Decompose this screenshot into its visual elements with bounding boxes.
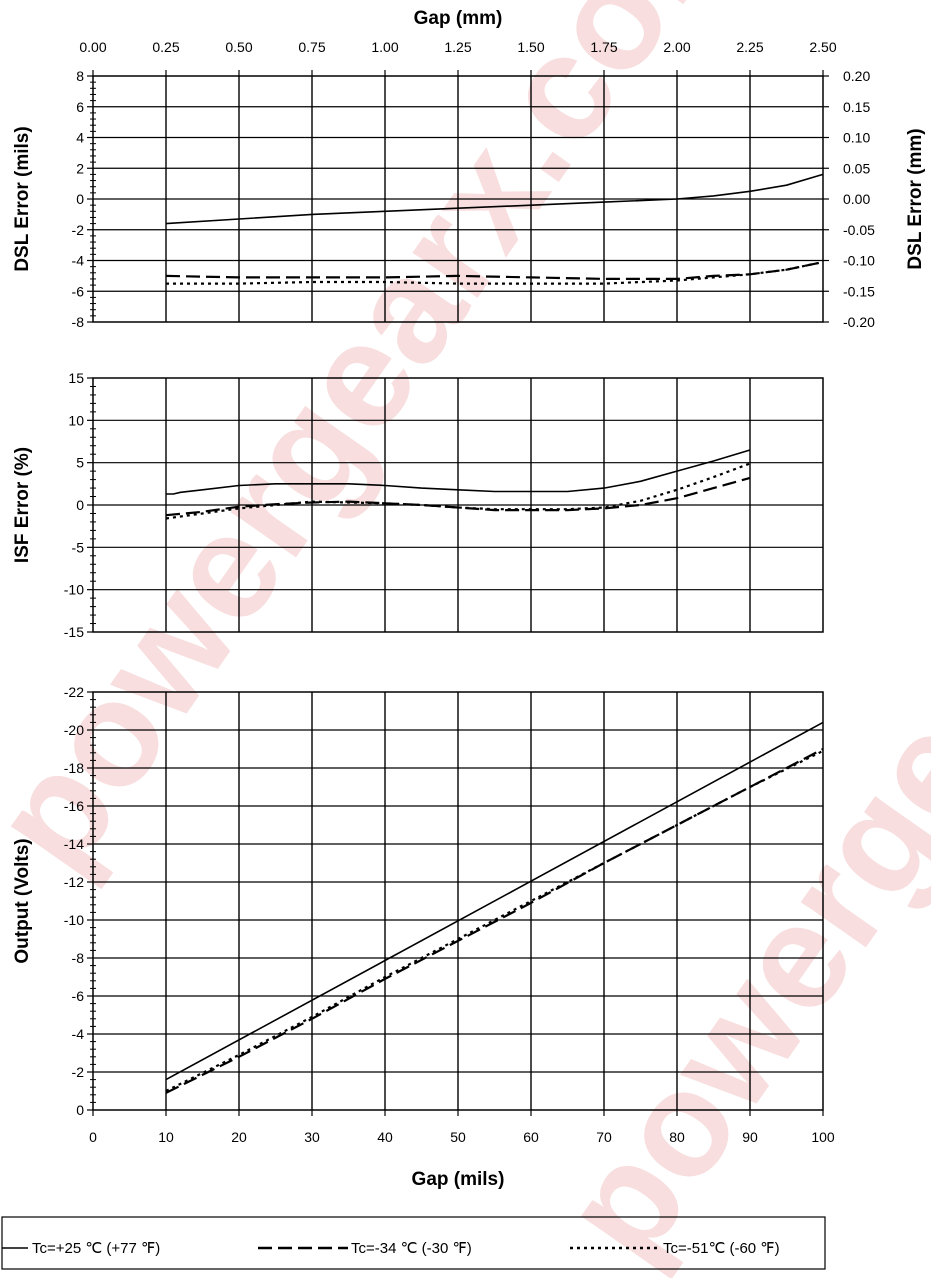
output-xlabel: Gap (mils): [412, 1169, 505, 1190]
dsl-error-top-tick-label: 0.00: [79, 39, 106, 55]
dsl-error-top-tick-label: 2.50: [809, 39, 836, 55]
isf-error-series-solid: [166, 449, 751, 495]
output-ytick-label: -20: [64, 722, 84, 738]
output-ytick-label: -14: [64, 836, 84, 852]
dsl-error-ytick-right-label: -0.20: [843, 314, 875, 330]
output-ytick-label: -6: [72, 988, 85, 1004]
dsl-error-ytick-right-label: 0.20: [843, 68, 870, 84]
watermark-text: powergearx.com: [0, 0, 780, 898]
output-xtick-label: 20: [231, 1129, 247, 1145]
dsl-error-panel: 8 6 4 2 0 -2 -4 -6 -8 0.20 0.15 0.10 0.05 0.00 -0.05 -0…: [12, 8, 926, 330]
dsl-error-ytick-label: -4: [72, 253, 85, 269]
dsl-error-ytick-right-label: -0.15: [843, 283, 875, 299]
dsl-error-top-tick-label: 1.75: [590, 39, 617, 55]
dsl-error-ytick-label: -2: [72, 222, 85, 238]
output-ytick-label: -2: [72, 1064, 85, 1080]
output-ytick-label: -12: [64, 874, 84, 890]
dsl-error-ytick-label: 2: [76, 160, 84, 176]
dsl-error-ytick-label: 4: [76, 130, 84, 146]
dsl-error-top-tick-label: 0.50: [225, 39, 252, 55]
dsl-error-series-solid: [165, 173, 824, 225]
legend-label: Tc=+25 ℃ (+77 ℉): [32, 1240, 160, 1257]
dsl-error-ytick-right-label: 0.10: [843, 130, 870, 146]
dsl-error-ylabel-right: DSL Error (mm): [905, 128, 926, 269]
dsl-error-top-tick-label: 0.75: [298, 39, 325, 55]
isf-error-ytick-label: -5: [72, 539, 85, 555]
dsl-error-top-tick-label: 1.00: [371, 39, 398, 55]
isf-error-ytick-label: -10: [64, 582, 84, 598]
output-xtick-label: 50: [450, 1129, 466, 1145]
legend-frame: [1, 1216, 826, 1270]
charts-group: 86420-2-4-6-80.200.150.100.050.00-0.05-0…: [12, 8, 926, 1190]
output-ytick-label: -18: [64, 760, 84, 776]
isf-error-ytick-label: 5: [76, 455, 84, 471]
output-ytick-label: -4: [72, 1026, 85, 1042]
legend-label: Tc=-51℃ (-60 ℉): [663, 1240, 780, 1257]
output-ylabel: Output (Volts): [12, 838, 33, 963]
dsl-error-top-tick-label: 1.50: [517, 39, 544, 55]
dsl-error-top-tick-label: 2.25: [736, 39, 763, 55]
output-ytick-label: 0: [76, 1102, 84, 1118]
dsl-error-ytick-right-label: 0.15: [843, 99, 870, 115]
isf-error-ytick-label: 10: [68, 412, 84, 428]
dsl-error-ytick-label: 6: [76, 99, 84, 115]
output-xtick-label: 80: [669, 1129, 685, 1145]
dsl-error-top-axis-title: Gap (mm): [414, 8, 503, 29]
watermark-text-bottom: powergearx: [529, 502, 931, 1278]
output-ytick-label: -10: [64, 912, 84, 928]
dsl-error-ytick-right-label: 0.05: [843, 160, 870, 176]
output-xtick-label: 30: [304, 1129, 320, 1145]
isf-error-ytick-label: -15: [64, 624, 84, 640]
dsl-error-ytick-label: 8: [76, 68, 84, 84]
output-xtick-label: 10: [158, 1129, 174, 1145]
output-xtick-label: 60: [523, 1129, 539, 1145]
isf-error-ytick-label: 0: [76, 497, 84, 513]
output-ytick-label: -22: [64, 684, 84, 700]
output-ytick-label: -8: [72, 950, 85, 966]
isf-error-series-dash: [165, 476, 751, 517]
dsl-error-ytick-right-label: -0.10: [843, 253, 875, 269]
isf-error-series-dot: [165, 462, 751, 520]
output-panel: -22-20-18-16-14-12-10-8-6-4-200 10 20 30 40 5…: [12, 684, 835, 1190]
isf-error-ytick-label: 15: [68, 370, 84, 386]
dsl-error-series-dot: [166, 260, 824, 285]
output-xtick-label: 100: [811, 1129, 835, 1145]
dsl-error-top-tick-label: 2.00: [663, 39, 690, 55]
output-xtick-label: 90: [742, 1129, 758, 1145]
legend: Tc=+25 ℃ (+77 ℉) Tc=-34 ℃ (-30 ℉) Tc=-51℃ …: [1, 1216, 826, 1270]
dsl-error-ytick-label: -8: [72, 314, 85, 330]
isf-error-ylabel: ISF Error (%): [12, 447, 33, 563]
output-series-dash: [165, 748, 824, 1094]
dsl-error-top-tick-label: 1.25: [444, 39, 471, 55]
output-xtick-label: 40: [377, 1129, 393, 1145]
output-ytick-label: -16: [64, 798, 84, 814]
dsl-error-top-tick-label: 0.25: [152, 39, 179, 55]
output-series-solid: [165, 721, 824, 1081]
isf-error-panel: 15 10 5 0 -5 -10 -15 ISF Error (%): [12, 370, 824, 640]
dsl-error-ylabel: DSL Error (mils): [12, 126, 33, 271]
output-xtick-label: 70: [596, 1129, 612, 1145]
legend-label: Tc=-34 ℃ (-30 ℉): [351, 1240, 472, 1257]
dsl-error-ytick-right-label: -0.05: [843, 222, 875, 238]
output-series-dot: [165, 749, 824, 1092]
dsl-error-ytick-label: 0: [76, 191, 84, 207]
dsl-error-ytick-label: -6: [72, 283, 85, 299]
output-xtick-label: 0: [89, 1129, 97, 1145]
dsl-error-ytick-right-label: 0.00: [843, 191, 870, 207]
